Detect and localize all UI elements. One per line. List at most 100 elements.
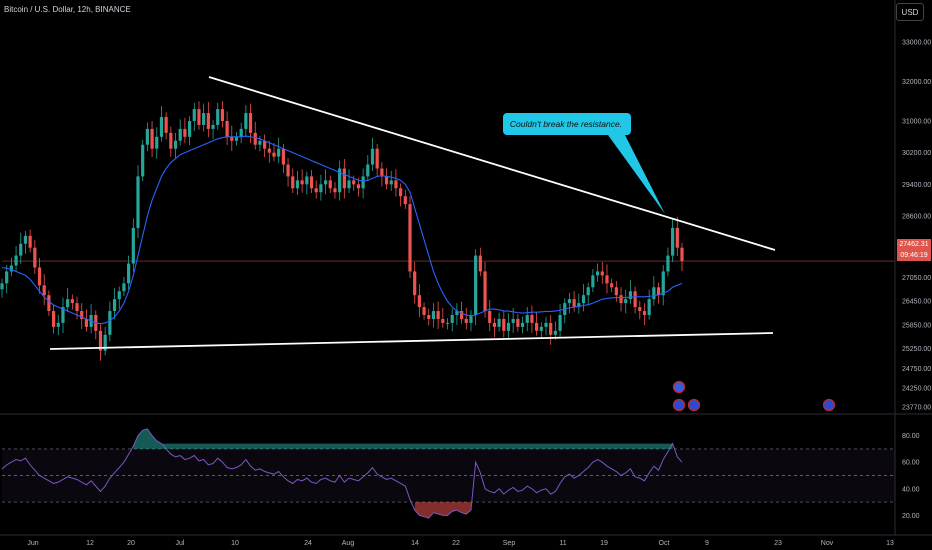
moving-average-line xyxy=(1,135,683,325)
candle-body xyxy=(319,184,323,193)
candle-body xyxy=(642,311,647,315)
event-marker-icon xyxy=(687,398,701,412)
candle-body xyxy=(178,128,182,141)
candle-body xyxy=(567,299,572,304)
candle-body xyxy=(408,204,412,272)
candle-body xyxy=(192,109,196,121)
candle-body xyxy=(248,113,253,133)
candle-body xyxy=(23,235,28,244)
candle-body xyxy=(427,314,431,319)
candle-body xyxy=(535,322,539,331)
candle-body xyxy=(216,109,220,125)
candle-body xyxy=(244,113,248,129)
candle-body xyxy=(459,311,464,319)
candle-body xyxy=(605,275,609,284)
candle-body xyxy=(464,318,468,323)
candle-body xyxy=(610,283,614,288)
candle-body xyxy=(9,265,13,272)
candle-body xyxy=(56,322,60,327)
x-tick-label: 14 xyxy=(411,540,419,547)
candle-body xyxy=(127,263,131,284)
candle-body xyxy=(356,184,361,189)
rsi-pane xyxy=(1,428,895,519)
candle-body xyxy=(591,275,595,288)
candle-body xyxy=(431,311,436,319)
candle-body xyxy=(544,322,548,327)
candle-body xyxy=(187,120,192,137)
candle-body xyxy=(647,299,651,315)
candle-body xyxy=(253,132,257,145)
candle-body xyxy=(633,291,637,308)
candle-body xyxy=(305,176,309,185)
candle-body xyxy=(394,180,398,189)
candle-body xyxy=(47,295,51,312)
candle-body xyxy=(370,148,375,165)
candle-body xyxy=(98,330,103,351)
candle-body xyxy=(581,295,586,304)
candle-body xyxy=(150,128,154,149)
callout-balloon xyxy=(503,113,665,214)
candle-body xyxy=(403,196,407,205)
candle-body xyxy=(112,299,117,312)
x-tick-label: 9 xyxy=(705,540,709,547)
candle-body xyxy=(309,176,314,189)
candle-body xyxy=(141,144,145,177)
candle-body xyxy=(558,314,562,331)
candle-body xyxy=(553,330,557,335)
candle-body xyxy=(497,318,501,327)
candle-body xyxy=(628,291,633,300)
x-tick-label: 11 xyxy=(559,540,566,547)
candle-body xyxy=(511,318,515,323)
last-price-tag: 27462.31 xyxy=(897,239,931,250)
candle-body xyxy=(286,164,290,177)
rsi-overbought-fill xyxy=(133,428,673,449)
candle-body xyxy=(338,168,342,193)
candle-body xyxy=(572,299,576,308)
y-tick-label: 30200.00 xyxy=(902,150,931,157)
event-marker-icon xyxy=(672,398,686,412)
candle-body xyxy=(295,180,300,189)
y-tick-label: 27050.00 xyxy=(902,275,931,282)
candle-body xyxy=(183,128,187,137)
candle-body xyxy=(375,148,379,169)
x-tick-label: 22 xyxy=(452,540,460,547)
candle-body xyxy=(164,117,168,133)
x-tick-label: 10 xyxy=(231,540,239,547)
candle-body xyxy=(5,271,9,284)
candle-body xyxy=(145,128,149,145)
candle-body xyxy=(352,180,356,185)
candle-body xyxy=(0,283,4,290)
candle-body xyxy=(51,311,56,327)
candle-body xyxy=(66,299,70,308)
resistance-trendline xyxy=(208,76,776,251)
y-tick-label: 28600.00 xyxy=(902,214,931,221)
candle-body xyxy=(263,140,267,149)
candle-body xyxy=(675,227,679,248)
candle-body xyxy=(14,255,18,266)
candle-body xyxy=(525,314,529,323)
candle-body xyxy=(586,287,590,296)
candle-body xyxy=(131,227,135,264)
x-tick-label: Jul xyxy=(176,540,185,547)
candle-body xyxy=(652,287,656,300)
candle-body xyxy=(680,247,684,262)
candle-body xyxy=(28,235,32,248)
candle-body xyxy=(202,113,206,125)
candle-body xyxy=(520,322,525,327)
y-tick-label: 33000.00 xyxy=(902,39,931,46)
callout-text: Couldn't break the resistance. xyxy=(509,119,623,129)
candle-body xyxy=(272,152,276,157)
candle-body xyxy=(399,188,403,197)
candle-body xyxy=(211,124,215,129)
candle-body xyxy=(624,299,628,304)
candle-body xyxy=(281,148,285,165)
candle-body xyxy=(220,109,225,121)
candle-body xyxy=(600,271,604,276)
candle-body xyxy=(84,318,89,327)
y-tick-label: 31000.00 xyxy=(902,118,931,125)
x-tick-label: 20 xyxy=(127,540,135,547)
currency-button[interactable]: USD xyxy=(896,3,924,21)
candle-body xyxy=(595,271,600,276)
